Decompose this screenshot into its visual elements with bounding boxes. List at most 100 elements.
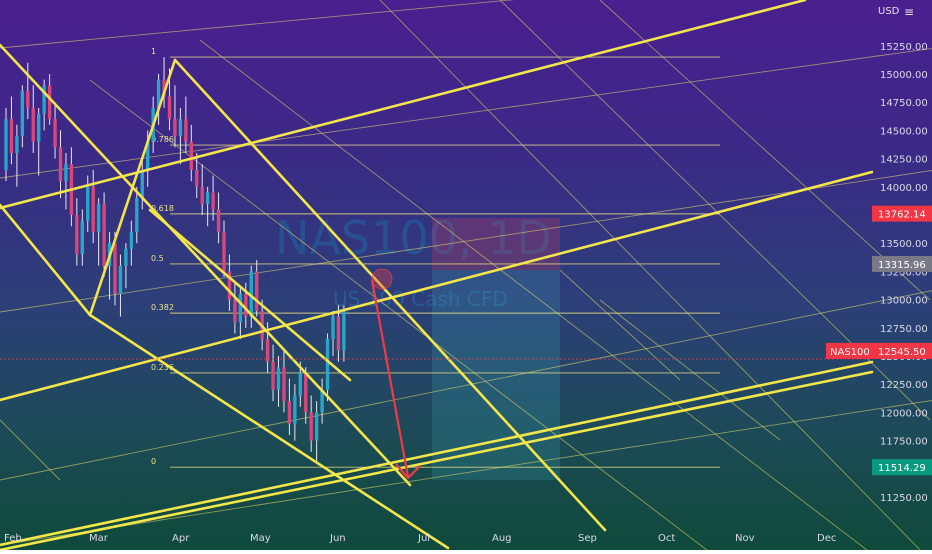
- candle-up: [178, 119, 183, 137]
- month-tick-label: Dec: [817, 533, 836, 544]
- pitchfork-main-line: [173, 58, 607, 532]
- candle-down: [233, 299, 237, 323]
- candle-up: [325, 339, 330, 390]
- candle-down: [200, 186, 204, 204]
- price-tick-label: 12750.00: [880, 324, 928, 335]
- forecast-origin-marker: [371, 268, 393, 290]
- candle-down: [113, 243, 117, 294]
- projection-box: [432, 270, 560, 480]
- fib-retracement: 1 0.786 0.618 0.5 0.382 0.236 0: [151, 47, 720, 468]
- candle-down: [255, 271, 259, 311]
- month-tick-label: Sep: [578, 533, 597, 544]
- candle-up: [293, 395, 297, 424]
- candle-up: [156, 79, 161, 108]
- forecast-arrow-line: [370, 279, 410, 478]
- candle-up: [20, 90, 25, 137]
- candle-up: [124, 248, 128, 266]
- candle-up: [238, 293, 243, 323]
- price-tick-label: 11750.00: [880, 437, 928, 448]
- red-forecast-arrow[interactable]: [370, 268, 421, 480]
- month-tick-label: Mar: [89, 533, 109, 544]
- axis-settings-icon[interactable]: ≡: [904, 5, 914, 19]
- symbol-tag-box: [826, 342, 872, 359]
- candle-up: [276, 367, 281, 390]
- month-tick-label: Jun: [329, 533, 346, 544]
- candle-down: [227, 271, 232, 300]
- candle-up: [342, 310, 346, 351]
- candle-up: [86, 186, 90, 221]
- pitchfork-thin-line: [599, 299, 781, 441]
- price-tick-label: 13250.00: [880, 267, 928, 278]
- candle-up: [4, 119, 8, 170]
- pitchfork-thin-line: [0, 0, 515, 49]
- candle-down: [167, 96, 172, 120]
- symbol-tag-label: NAS100: [830, 347, 870, 358]
- candle-down: [47, 85, 52, 120]
- pitchfork-main-line: [0, 203, 92, 317]
- candle-down: [222, 231, 226, 272]
- candle-down: [336, 316, 341, 351]
- price-tag-box: [872, 342, 932, 359]
- candle-up: [37, 113, 41, 142]
- pitchfork-main-line: [0, 170, 874, 402]
- fib-level-label: 0.618: [151, 204, 174, 213]
- candle-down: [304, 372, 308, 413]
- candle-down: [9, 119, 14, 153]
- candle-up: [320, 389, 324, 413]
- pitchfork-thin-line: [0, 170, 932, 313]
- candle-up: [249, 271, 253, 317]
- price-tick-label: 12000.00: [880, 408, 928, 419]
- candle-down: [271, 361, 275, 390]
- currency-label: USD: [878, 6, 900, 17]
- pitchfork-main-lines: [0, 0, 874, 552]
- forecast-arrow-head: [395, 463, 421, 480]
- candle-up: [298, 372, 302, 396]
- candle-down: [211, 192, 215, 210]
- candle-down: [53, 119, 57, 148]
- candle-down: [58, 147, 63, 182]
- fib-level-label: 0.786: [151, 135, 174, 144]
- price-tick-label: 13500.00: [880, 239, 928, 250]
- month-tick-label: Apr: [172, 533, 190, 544]
- price-tick-label: 11250.00: [880, 493, 928, 504]
- candle-down: [195, 169, 199, 187]
- candle-up: [205, 192, 210, 204]
- fib-level-label: 0.5: [151, 254, 164, 263]
- candle-up: [118, 265, 123, 294]
- pitchfork-main-line: [0, 43, 412, 487]
- price-tick-label: 12250.00: [880, 380, 928, 391]
- candle-down: [189, 141, 193, 170]
- candle-down: [184, 119, 188, 142]
- fib-level-label: 1: [151, 47, 156, 56]
- candle-up: [64, 164, 68, 182]
- pitchfork-thin-line: [0, 400, 932, 546]
- pitchfork-main-line: [88, 313, 450, 550]
- pitchfork-thin-line: [0, 419, 61, 481]
- pitchfork-thin-line: [559, 269, 681, 381]
- candle-down: [102, 203, 106, 266]
- candle-up: [314, 412, 319, 441]
- candle-down: [173, 119, 177, 137]
- candle-up: [135, 198, 139, 232]
- price-tick-label: 14500.00: [880, 126, 928, 137]
- price-tick-label: 13000.00: [880, 296, 928, 307]
- price-tick-label: 14750.00: [880, 98, 928, 109]
- candle-up: [80, 220, 84, 255]
- price-tag-box: [872, 255, 932, 272]
- price-tick-label: 14000.00: [880, 183, 928, 194]
- candle-down: [75, 215, 79, 255]
- pitchfork-thin-line: [0, 290, 932, 481]
- candle-down: [91, 186, 95, 232]
- candle-down: [31, 107, 35, 142]
- price-axis[interactable]: USD ≡ 11250.0011500.0011750.0012000.0012…: [878, 5, 928, 504]
- month-tick-label: Oct: [658, 533, 675, 544]
- pitchfork-main-line: [148, 208, 352, 382]
- price-tag-box: [872, 459, 932, 476]
- time-axis[interactable]: Feb Mar Apr May Jun Jul Aug Sep Oct Nov Dec: [4, 533, 836, 544]
- candle-up: [96, 203, 101, 232]
- price-tag-box: [872, 205, 932, 222]
- month-tick-label: Nov: [735, 533, 755, 544]
